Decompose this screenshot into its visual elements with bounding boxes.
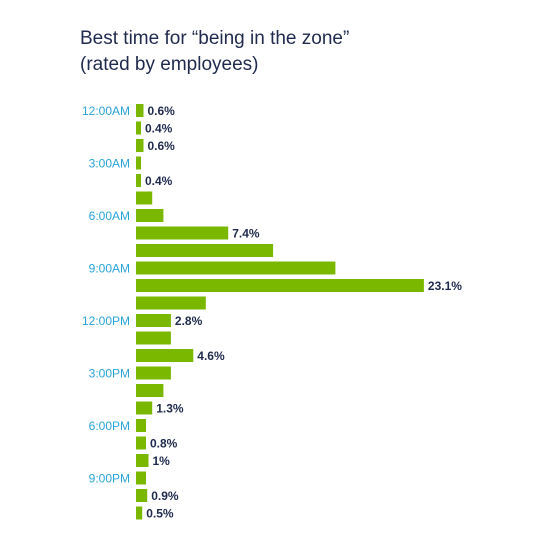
data-label-22: 0.9% <box>151 489 179 503</box>
y-tick-label-0: 12:00AM <box>82 104 130 118</box>
data-label-14: 4.6% <box>197 349 225 363</box>
bar-21 <box>136 471 146 485</box>
y-tick-label-9: 9:00AM <box>89 262 130 276</box>
bar-22 <box>136 489 148 502</box>
bar-16 <box>136 384 164 397</box>
data-label-12: 2.8% <box>175 314 203 328</box>
bar-4 <box>136 174 141 187</box>
y-tick-label-12: 12:00PM <box>82 314 130 328</box>
y-tick-label-15: 3:00PM <box>89 367 130 381</box>
chart-title-line-2: (rated by employees) <box>80 54 259 75</box>
data-label-1: 0.4% <box>145 122 173 136</box>
bar-19 <box>136 436 146 450</box>
data-label-0: 0.6% <box>148 104 176 118</box>
y-tick-label-18: 6:00PM <box>89 419 130 433</box>
chart-title-line-1: Best time for “being in the zone” <box>80 28 350 49</box>
y-tick-label-3: 3:00AM <box>89 157 130 171</box>
bar-11 <box>136 296 206 310</box>
data-label-23: 0.5% <box>146 507 174 521</box>
bar-6 <box>136 209 164 222</box>
data-label-7: 7.4% <box>232 227 260 241</box>
bar-23 <box>136 506 143 520</box>
bar-5 <box>136 191 153 205</box>
bar-1 <box>136 121 141 135</box>
y-tick-label-21: 9:00PM <box>89 472 130 486</box>
data-label-20: 1% <box>153 454 171 468</box>
bar-2 <box>136 139 144 152</box>
data-label-10: 23.1% <box>428 279 462 293</box>
bar-10 <box>136 279 424 292</box>
bar-13 <box>136 331 171 345</box>
bar-18 <box>136 419 146 432</box>
y-tick-label-6: 6:00AM <box>89 209 130 223</box>
data-label-19: 0.8% <box>150 437 178 451</box>
bar-20 <box>136 454 149 467</box>
bar-0 <box>136 104 144 117</box>
data-label-17: 1.3% <box>156 402 184 416</box>
bar-14 <box>136 349 194 362</box>
bar-8 <box>136 244 274 257</box>
bar-3 <box>136 156 141 170</box>
bar-9 <box>136 261 336 275</box>
bar-17 <box>136 401 153 415</box>
bar-15 <box>136 366 171 380</box>
bar-12 <box>136 314 171 327</box>
chart-title: Best time for “being in the zone” (rated… <box>80 26 349 78</box>
bar-7 <box>136 226 229 240</box>
data-label-2: 0.6% <box>148 139 176 153</box>
data-label-4: 0.4% <box>145 174 173 188</box>
